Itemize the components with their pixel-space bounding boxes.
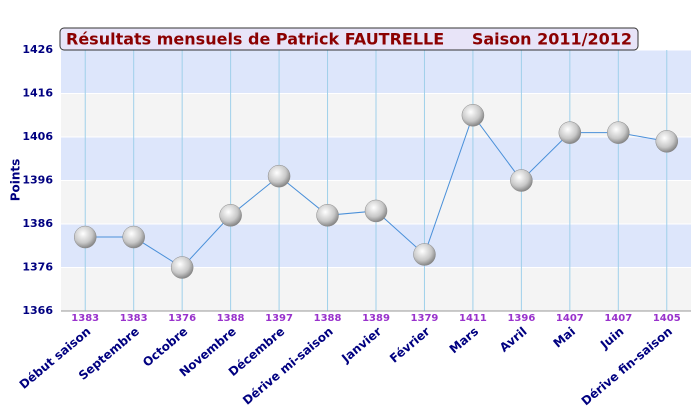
point-marker (170, 256, 194, 279)
point-marker (122, 225, 145, 249)
value-label: 1388 (314, 313, 342, 324)
y-tick-label: 1426 (22, 43, 53, 56)
x-tick-label: Mars (447, 324, 481, 356)
point-marker (219, 204, 242, 227)
x-tick-label: Février (387, 324, 433, 365)
point-marker (461, 104, 485, 127)
point-marker (413, 243, 436, 266)
value-label: 1376 (168, 313, 196, 324)
point-marker (364, 199, 388, 223)
x-tick-label: Mai (551, 324, 579, 350)
x-tick-label: Janvier (338, 324, 384, 366)
chart-subtitle: Saison 2011/2012 (472, 30, 632, 49)
x-tick-label: Juin (597, 324, 626, 352)
y-tick-label: 1396 (22, 174, 53, 187)
value-label: 1389 (362, 313, 390, 324)
x-tick-label: Dérive mi-saison (240, 324, 336, 407)
value-label: 1407 (556, 313, 584, 324)
value-label: 1411 (459, 313, 487, 324)
point-marker (558, 121, 582, 144)
y-tick-label: 1366 (22, 304, 53, 317)
x-tick-label: Dérive fin-saison (579, 324, 675, 408)
value-label: 1397 (265, 313, 293, 324)
value-label: 1383 (71, 313, 99, 324)
value-label: 1405 (653, 313, 681, 324)
value-label: 1383 (120, 313, 148, 324)
value-label: 1379 (411, 313, 439, 324)
point-marker (316, 204, 339, 227)
x-tick-label: Début saison (17, 324, 94, 392)
y-tick-label: 1386 (22, 217, 53, 230)
point-marker (655, 130, 679, 153)
y-tick-label: 1416 (22, 87, 53, 100)
value-label: 1407 (604, 313, 632, 324)
title-box (59, 27, 639, 51)
point-marker (510, 169, 533, 192)
chart-title: Résultats mensuels de Patrick FAUTRELLE (66, 30, 444, 49)
point-marker (267, 164, 291, 188)
value-label: 1388 (217, 313, 245, 324)
y-tick-label: 1376 (22, 261, 53, 274)
y-axis-label: Points (9, 159, 23, 202)
value-label: 1396 (507, 313, 535, 324)
point-marker (73, 225, 97, 249)
point-marker (607, 121, 630, 144)
x-tick-label: Avril (497, 324, 530, 355)
y-tick-label: 1406 (22, 130, 53, 143)
